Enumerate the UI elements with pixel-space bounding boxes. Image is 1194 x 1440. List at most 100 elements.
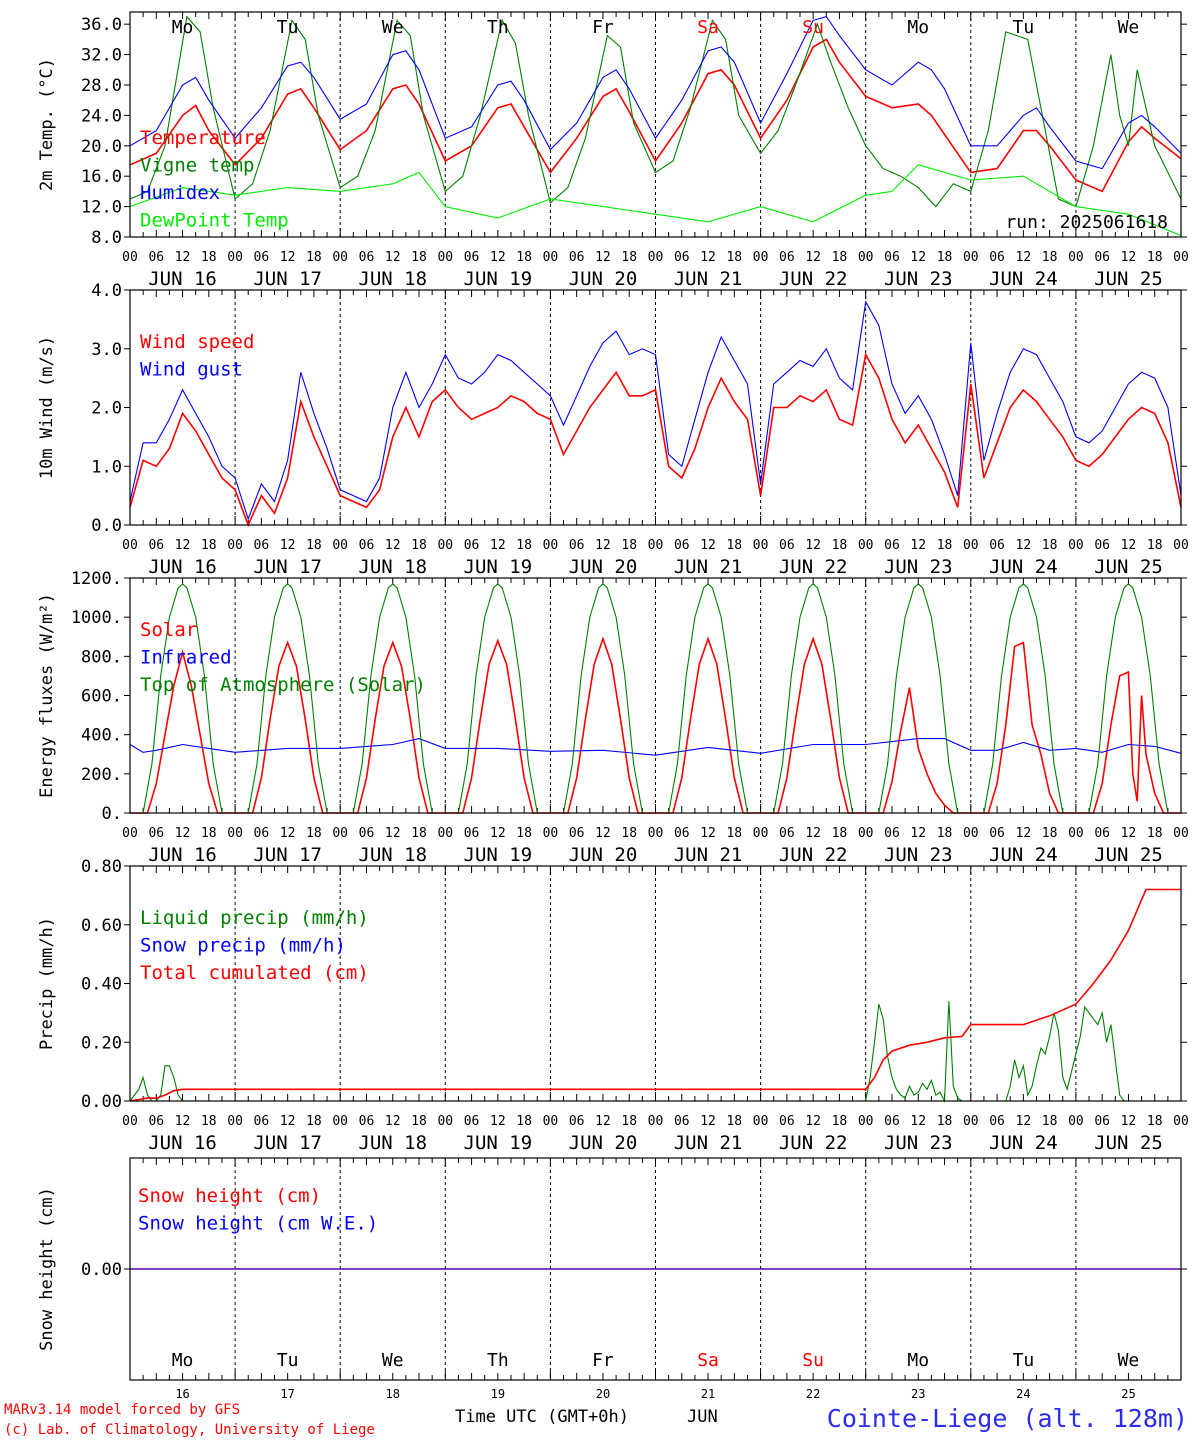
hour-tick-label: 00 bbox=[543, 826, 559, 841]
series-line bbox=[129, 15, 1182, 208]
legend-entry: Snow height (cm W.E.) bbox=[138, 1213, 378, 1235]
hour-tick-label: 12 bbox=[490, 538, 506, 553]
hour-tick-label: 18 bbox=[306, 826, 322, 841]
y-tick-label: 1000. bbox=[71, 608, 122, 628]
hour-tick-label: 00 bbox=[332, 250, 348, 265]
date-label: JUN 17 bbox=[253, 1132, 322, 1154]
hour-tick-label: 06 bbox=[464, 826, 480, 841]
hour-tick-label: 06 bbox=[569, 1114, 585, 1129]
y-axis-label: 2m Temp. (°C) bbox=[37, 58, 57, 191]
legend-entry: Infrared bbox=[140, 647, 232, 669]
y-axis-label: Energy fluxes (W/m²) bbox=[37, 593, 57, 798]
hour-tick-label: 00 bbox=[227, 826, 243, 841]
hour-tick-label: 00 bbox=[543, 538, 559, 553]
date-label: JUN 23 bbox=[884, 1132, 953, 1154]
panel-5: 0.00 Snow height (cm) Snow height (cm W.E.… bbox=[37, 1157, 1187, 1401]
hour-tick-label: 00 bbox=[543, 1114, 559, 1129]
hour-tick-label: 00 bbox=[332, 1114, 348, 1129]
hour-tick-label: 06 bbox=[779, 538, 795, 553]
date-label: JUN 17 bbox=[253, 268, 322, 290]
date-label: JUN 25 bbox=[1094, 844, 1163, 866]
hour-tick-label: 12 bbox=[385, 250, 401, 265]
hour-tick-label: 12 bbox=[175, 538, 191, 553]
hour-tick-label: 00 bbox=[963, 250, 979, 265]
hour-tick-label: 18 bbox=[832, 250, 848, 265]
hour-tick-label: 18 bbox=[516, 826, 532, 841]
hour-tick-label: 06 bbox=[464, 250, 480, 265]
hour-tick-label: 18 bbox=[306, 250, 322, 265]
hour-tick-label: 18 bbox=[516, 250, 532, 265]
hour-tick-label: 18 bbox=[937, 826, 953, 841]
weekday-label: We bbox=[382, 1350, 404, 1371]
hour-tick-label: 12 bbox=[1121, 826, 1137, 841]
date-label: JUN 16 bbox=[148, 1132, 217, 1154]
legend-entry: Liquid precip (mm/h) bbox=[140, 907, 369, 929]
hour-tick-label: 00 bbox=[963, 826, 979, 841]
hour-tick-label: 00 bbox=[1173, 1114, 1189, 1129]
day-number-label: 17 bbox=[280, 1387, 294, 1401]
weekday-label: We bbox=[382, 17, 404, 38]
date-label: JUN 24 bbox=[989, 556, 1058, 578]
legend-entry: Solar bbox=[140, 619, 197, 641]
date-label: JUN 21 bbox=[674, 268, 743, 290]
hour-tick-label: 18 bbox=[201, 250, 217, 265]
hour-tick-label: 12 bbox=[280, 538, 296, 553]
y-tick-label: 0.20 bbox=[81, 1033, 122, 1053]
legend: Temperature Vigne temp Humidex DewPoint Tem… bbox=[140, 127, 289, 232]
date-label: JUN 22 bbox=[779, 844, 848, 866]
weekday-label: Su bbox=[802, 1350, 824, 1371]
weekday-label: Mo bbox=[172, 1350, 194, 1371]
day-number-label: 20 bbox=[596, 1387, 610, 1401]
legend: Liquid precip (mm/h) Snow precip (mm/h) To… bbox=[140, 907, 369, 984]
date-label: JUN 19 bbox=[464, 556, 533, 578]
hour-tick-label: 00 bbox=[648, 826, 664, 841]
hour-tick-label: 18 bbox=[621, 1114, 637, 1129]
hour-tick-label: 12 bbox=[595, 1114, 611, 1129]
hour-tick-label: 18 bbox=[937, 538, 953, 553]
hour-tick-label: 18 bbox=[726, 826, 742, 841]
hour-tick-label: 18 bbox=[411, 1114, 427, 1129]
hour-tick-label: 18 bbox=[937, 1114, 953, 1129]
hour-tick-label: 18 bbox=[516, 1114, 532, 1129]
date-label: JUN 23 bbox=[884, 556, 953, 578]
legend-entry: Vigne temp bbox=[140, 155, 254, 177]
hour-tick-label: 06 bbox=[254, 1114, 270, 1129]
legend-entry: Total cumulated (cm) bbox=[140, 962, 369, 984]
panel-3: 0. 200. 400. 600. 800. 1000. 1200. Solar Infrare… bbox=[37, 569, 1189, 866]
weekday-label: Mo bbox=[172, 17, 194, 38]
hour-tick-label: 18 bbox=[411, 250, 427, 265]
hour-tick-label: 06 bbox=[359, 250, 375, 265]
date-label: JUN 24 bbox=[989, 844, 1058, 866]
hour-tick-label: 06 bbox=[569, 826, 585, 841]
hour-tick-label: 06 bbox=[359, 826, 375, 841]
day-number-label: 19 bbox=[491, 1387, 505, 1401]
hour-tick-label: 00 bbox=[437, 538, 453, 553]
hour-tick-label: 06 bbox=[359, 538, 375, 553]
legend-entry: Top of Atmosphere (Solar) bbox=[140, 674, 426, 696]
y-axis-label: Precip (mm/h) bbox=[37, 917, 57, 1050]
plot-frame bbox=[129, 1157, 1182, 1381]
hour-tick-label: 00 bbox=[648, 538, 664, 553]
hour-tick-label: 12 bbox=[175, 1114, 191, 1129]
y-tick-label: 1.0 bbox=[91, 457, 122, 477]
hour-tick-label: 12 bbox=[700, 538, 716, 553]
y-tick-label: 12.0 bbox=[81, 198, 122, 218]
hour-tick-label: 06 bbox=[1094, 538, 1110, 553]
hour-tick-label: 00 bbox=[753, 538, 769, 553]
hour-tick-label: 00 bbox=[648, 250, 664, 265]
hour-tick-label: 18 bbox=[832, 538, 848, 553]
hour-tick-label: 18 bbox=[621, 250, 637, 265]
date-label: JUN 18 bbox=[358, 1132, 427, 1154]
hour-tick-label: 18 bbox=[306, 1114, 322, 1129]
date-label: JUN 20 bbox=[569, 1132, 638, 1154]
hour-tick-label: 06 bbox=[884, 826, 900, 841]
weekday-label: Fr bbox=[592, 1350, 614, 1371]
plot-frame bbox=[129, 865, 1182, 1102]
hour-tick-label: 12 bbox=[385, 826, 401, 841]
hour-tick-label: 18 bbox=[516, 538, 532, 553]
series-line bbox=[129, 164, 1182, 237]
hour-tick-label: 06 bbox=[254, 538, 270, 553]
hour-tick-label: 18 bbox=[621, 538, 637, 553]
hour-tick-label: 06 bbox=[779, 826, 795, 841]
hour-tick-label: 18 bbox=[726, 250, 742, 265]
